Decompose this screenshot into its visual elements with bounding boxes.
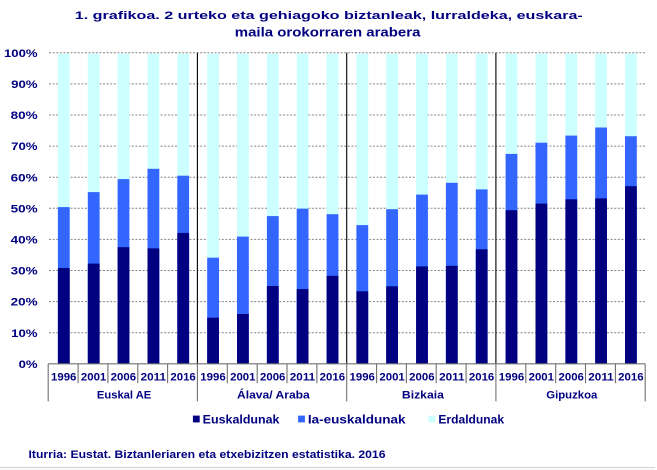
- svg-text:Gipuzkoa: Gipuzkoa: [546, 390, 598, 402]
- svg-text:2001: 2001: [529, 371, 554, 383]
- svg-text:Euskal AE: Euskal AE: [97, 390, 151, 402]
- svg-text:2001: 2001: [230, 371, 255, 383]
- svg-text:Erdaldunak: Erdaldunak: [438, 412, 504, 426]
- svg-text:10%: 10%: [11, 328, 38, 340]
- svg-text:0%: 0%: [19, 359, 38, 371]
- svg-text:1996: 1996: [200, 371, 225, 383]
- svg-text:2006: 2006: [559, 371, 584, 383]
- svg-text:2011: 2011: [141, 371, 166, 383]
- svg-text:Ia-euskaldunak: Ia-euskaldunak: [308, 412, 406, 426]
- svg-text:1996: 1996: [51, 371, 76, 383]
- svg-text:1. grafikoa. 2 urteko eta gehi: 1. grafikoa. 2 urteko eta gehiagoko bizt…: [75, 10, 583, 22]
- svg-text:2001: 2001: [81, 371, 106, 383]
- svg-text:50%: 50%: [11, 203, 38, 215]
- svg-text:2006: 2006: [111, 371, 136, 383]
- svg-text:maila orokorraren arabera: maila orokorraren arabera: [235, 24, 421, 39]
- svg-text:40%: 40%: [11, 235, 38, 247]
- svg-text:Bizkaia: Bizkaia: [402, 390, 445, 402]
- svg-text:2006: 2006: [409, 371, 434, 383]
- svg-text:2016: 2016: [320, 371, 345, 383]
- svg-text:30%: 30%: [11, 266, 38, 278]
- svg-text:70%: 70%: [11, 141, 38, 153]
- svg-text:Euskaldunak: Euskaldunak: [203, 412, 280, 426]
- svg-text:1996: 1996: [499, 371, 524, 383]
- svg-text:2016: 2016: [618, 371, 643, 383]
- svg-text:90%: 90%: [11, 79, 38, 91]
- svg-text:80%: 80%: [11, 110, 38, 122]
- svg-text:100%: 100%: [4, 48, 38, 60]
- svg-text:2011: 2011: [588, 371, 613, 383]
- svg-text:Iturria: Eustat. Biztanleriare: Iturria: Eustat. Biztanleriaren eta etxe…: [29, 449, 386, 461]
- svg-text:20%: 20%: [11, 297, 38, 309]
- svg-text:2016: 2016: [469, 371, 494, 383]
- svg-text:2006: 2006: [260, 371, 285, 383]
- svg-text:Álava/ Araba: Álava/ Araba: [237, 389, 311, 402]
- svg-text:1996: 1996: [350, 371, 375, 383]
- svg-text:60%: 60%: [11, 172, 38, 184]
- svg-text:2011: 2011: [290, 371, 315, 383]
- svg-text:2011: 2011: [439, 371, 464, 383]
- svg-text:2016: 2016: [170, 371, 195, 383]
- svg-text:2001: 2001: [379, 371, 404, 383]
